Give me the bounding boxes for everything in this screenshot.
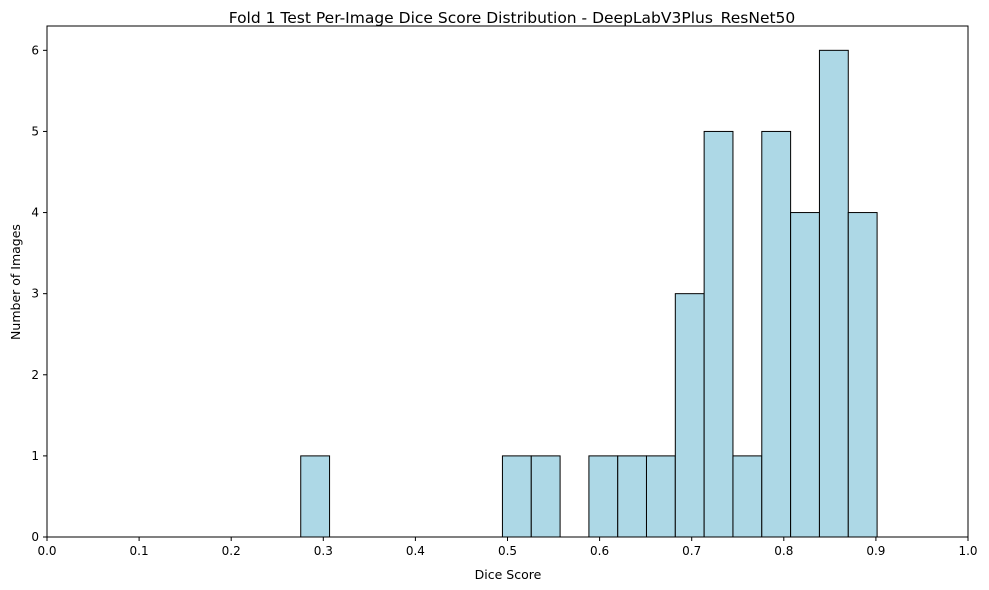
y-axis-ticks: 0 1 2 3 4 5 6 bbox=[31, 43, 47, 544]
y-axis-label: Number of Images bbox=[8, 224, 23, 340]
histogram-bar bbox=[501, 455, 532, 538]
histogram-bar bbox=[703, 130, 734, 538]
x-axis-ticks: 0.0 0.1 0.2 0.3 0.4 0.5 0.6 0.7 0.8 0.9 1.0 bbox=[37, 537, 978, 558]
x-axis-label: Dice Score bbox=[475, 567, 542, 582]
x-tick-label: 0.4 bbox=[406, 544, 425, 558]
x-tick-label: 0.7 bbox=[682, 544, 701, 558]
y-tick-label: 2 bbox=[31, 368, 39, 382]
chart-title: Fold 1 Test Per-Image Dice Score Distrib… bbox=[229, 9, 796, 28]
bars-group bbox=[300, 49, 878, 538]
histogram-bar bbox=[617, 455, 647, 538]
histogram-bar bbox=[847, 212, 878, 538]
x-tick-label: 0.0 bbox=[37, 544, 56, 558]
y-tick-label: 1 bbox=[31, 449, 39, 463]
x-tick-label: 0.3 bbox=[314, 544, 333, 558]
histogram-bar bbox=[588, 455, 619, 538]
histogram-bar bbox=[674, 293, 705, 538]
x-tick-label: 1.0 bbox=[958, 544, 977, 558]
y-tick-label: 4 bbox=[31, 206, 39, 220]
y-tick-label: 0 bbox=[31, 530, 39, 544]
histogram-bar bbox=[790, 212, 820, 538]
x-tick-label: 0.5 bbox=[498, 544, 517, 558]
y-tick-label: 6 bbox=[31, 43, 39, 57]
histogram-bar bbox=[645, 455, 676, 538]
histogram-bar bbox=[530, 455, 561, 538]
x-tick-label: 0.8 bbox=[774, 544, 793, 558]
x-tick-label: 0.9 bbox=[866, 544, 885, 558]
histogram-bar bbox=[761, 130, 792, 538]
x-tick-label: 0.2 bbox=[222, 544, 241, 558]
y-tick-label: 3 bbox=[31, 287, 39, 301]
histogram-bar bbox=[300, 455, 331, 538]
x-tick-label: 0.6 bbox=[590, 544, 609, 558]
histogram-bar bbox=[818, 49, 849, 538]
y-tick-label: 5 bbox=[31, 124, 39, 138]
x-tick-label: 0.1 bbox=[130, 544, 149, 558]
histogram-bar bbox=[732, 455, 763, 538]
